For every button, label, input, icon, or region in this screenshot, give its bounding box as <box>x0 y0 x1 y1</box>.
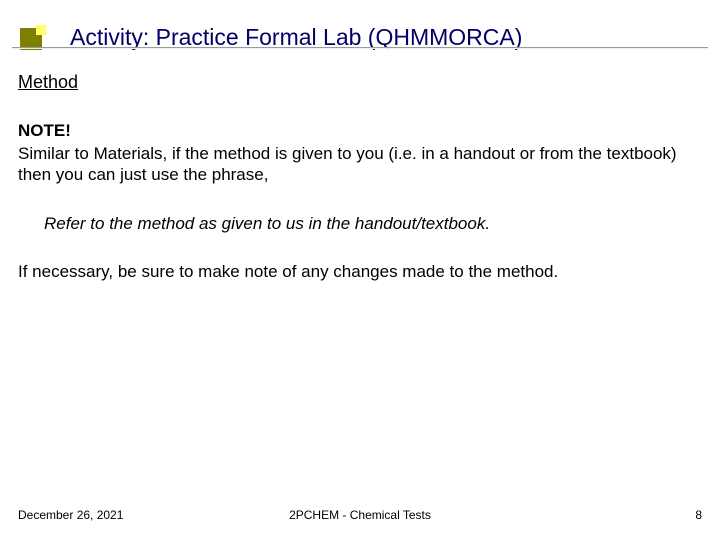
slide-content: Method NOTE! Similar to Materials, if th… <box>18 72 702 282</box>
title-rule <box>12 47 708 49</box>
note-label: NOTE! <box>18 121 702 141</box>
footer-page: 8 <box>695 508 702 522</box>
note-body: Similar to Materials, if the method is g… <box>18 143 702 186</box>
bullet-accent-icon <box>36 25 46 35</box>
footer-center: 2PCHEM - Chemical Tests <box>0 508 720 522</box>
follow-text: If necessary, be sure to make note of an… <box>18 262 702 282</box>
section-label: Method <box>18 72 702 93</box>
quote-text: Refer to the method as given to us in th… <box>44 214 702 234</box>
slide: Activity: Practice Formal Lab (QHMMORCA)… <box>0 0 720 540</box>
